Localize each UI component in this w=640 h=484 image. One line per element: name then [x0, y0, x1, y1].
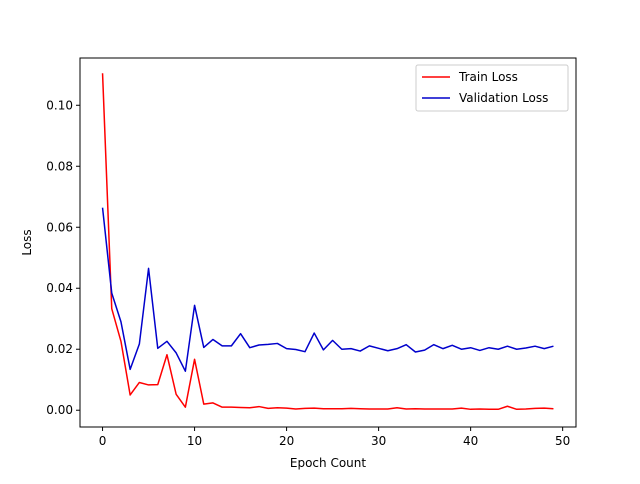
plot-area	[101, 73, 554, 411]
x-axis-label: Epoch Count	[290, 456, 366, 470]
legend-label: Train Loss	[458, 70, 518, 84]
x-tick-label: 40	[463, 434, 478, 448]
x-axis: 0 10 20 30 40 50	[99, 427, 570, 448]
x-tick-label: 0	[99, 434, 107, 448]
y-axis: 0.00 0.02 0.04 0.06 0.08 0.10	[46, 98, 80, 417]
y-tick-label: 0.06	[46, 220, 73, 234]
x-tick-label: 20	[279, 434, 294, 448]
legend-label: Validation Loss	[459, 91, 548, 105]
y-axis-label: Loss	[20, 229, 34, 255]
y-tick-label: 0.00	[46, 403, 73, 417]
series-line-validation-loss	[101, 207, 554, 372]
series-line-train-loss	[101, 73, 554, 411]
x-tick-label: 10	[187, 434, 202, 448]
x-tick-label: 50	[555, 434, 570, 448]
axes-frame	[79, 57, 577, 428]
legend: Train Loss Validation Loss	[415, 64, 569, 112]
y-tick-label: 0.02	[46, 342, 73, 356]
y-tick-label: 0.04	[46, 281, 73, 295]
x-tick-label: 30	[371, 434, 386, 448]
y-tick-label: 0.10	[46, 98, 73, 112]
legend-frame	[415, 64, 569, 112]
y-tick-label: 0.08	[46, 159, 73, 173]
